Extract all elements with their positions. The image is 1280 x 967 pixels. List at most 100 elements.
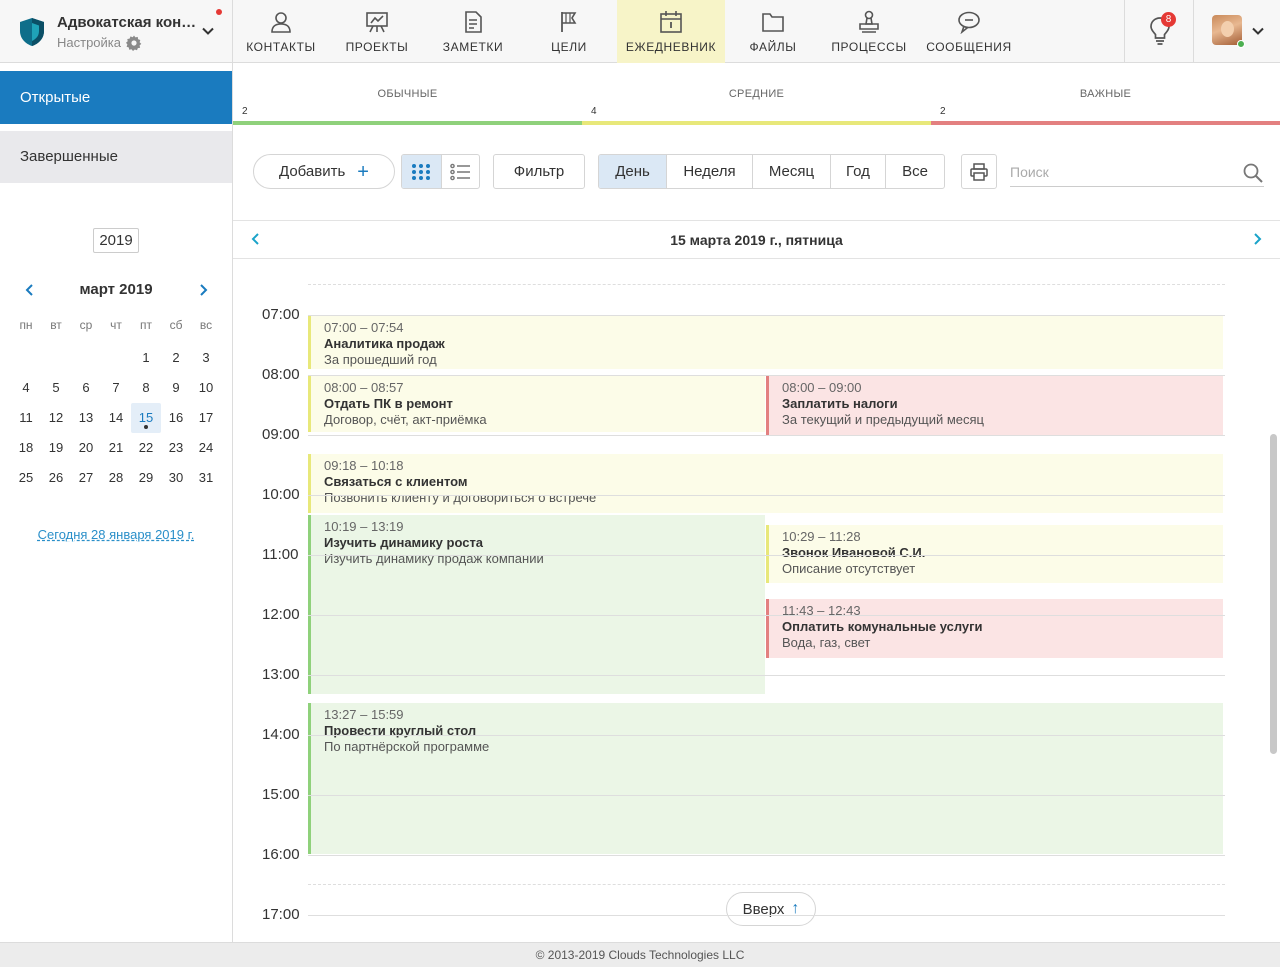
year-selector[interactable]: 2019 <box>93 228 139 253</box>
event-card[interactable]: 11:43 – 12:43 Оплатить комунальные услуги… <box>766 599 1223 658</box>
calendar-day[interactable]: 18 <box>18 440 34 455</box>
calendar-day[interactable]: 15 <box>131 403 161 433</box>
event-time: 09:18 – 10:18 <box>324 458 404 473</box>
period-year[interactable]: Год <box>830 155 885 188</box>
calendar-day[interactable]: 3 <box>202 350 210 365</box>
chevron-left-icon[interactable] <box>23 283 37 297</box>
hour-line <box>308 675 1225 676</box>
calendar-day[interactable]: 22 <box>138 440 154 455</box>
calendar-day[interactable]: 29 <box>138 470 154 485</box>
search-icon[interactable] <box>1243 163 1263 183</box>
scrollbar[interactable] <box>1270 434 1277 754</box>
hour-line <box>308 495 1225 496</box>
calendar-day[interactable]: 4 <box>22 380 30 395</box>
event-time: 07:00 – 07:54 <box>324 320 404 335</box>
scroll-up-button[interactable]: Вверх ↑ <box>726 892 816 926</box>
calendar-day[interactable]: 31 <box>198 470 214 485</box>
avatar[interactable] <box>1212 15 1242 45</box>
calendar-day[interactable]: 26 <box>48 470 64 485</box>
company-name: Адвокатская кон… <box>57 14 197 31</box>
chevron-right-icon[interactable] <box>196 283 210 297</box>
period-all[interactable]: Все <box>885 155 944 188</box>
calendar-day[interactable]: 6 <box>82 380 90 395</box>
calendar-day[interactable]: 16 <box>168 410 184 425</box>
calendar-day[interactable]: 12 <box>48 410 64 425</box>
event-card[interactable]: 10:19 – 13:19 Изучить динамику роста Изучи… <box>308 515 765 694</box>
calendar-day[interactable]: 23 <box>168 440 184 455</box>
tab-open[interactable]: Открытые <box>0 71 232 124</box>
calendar-day[interactable]: 7 <box>112 380 120 395</box>
search-input[interactable] <box>1010 157 1264 187</box>
add-button[interactable]: Добавить + <box>253 154 395 189</box>
event-time: 10:19 – 13:19 <box>324 519 404 534</box>
calendar-day[interactable]: 19 <box>48 440 64 455</box>
calendar-day[interactable]: 17 <box>198 410 214 425</box>
nav-processes[interactable]: ПРОЦЕССЫ <box>821 0 917 63</box>
nav-label: КОНТАКТЫ <box>246 40 316 54</box>
hour-label: 16:00 <box>262 846 300 863</box>
calendar-day[interactable]: 2 <box>172 350 180 365</box>
nav-files[interactable]: ФАЙЛЫ <box>725 0 821 63</box>
filter-button[interactable]: Фильтр <box>493 154 585 189</box>
event-card[interactable]: 07:00 – 07:54 Аналитика продаж За прошедши… <box>308 316 1223 369</box>
calendar-day[interactable]: 28 <box>108 470 124 485</box>
event-card[interactable]: 09:18 – 10:18 Связаться с клиентом Позвони… <box>308 454 1223 513</box>
event-card[interactable]: 08:00 – 09:00 Заплатить налоги За текущий … <box>766 376 1223 435</box>
calendar-day[interactable]: 20 <box>78 440 94 455</box>
chevron-down-icon[interactable] <box>1252 25 1264 37</box>
nav-messages[interactable]: СООБЩЕНИЯ <box>917 0 1021 63</box>
tab-completed[interactable]: Завершенные <box>0 131 232 183</box>
priority-name: ОБЫЧНЫЕ <box>377 88 438 100</box>
nav-contacts[interactable]: КОНТАКТЫ <box>233 0 329 63</box>
settings-link[interactable]: Настройка <box>57 35 121 50</box>
nav-projects[interactable]: ПРОЕКТЫ <box>329 0 425 63</box>
hour-line <box>308 375 1225 376</box>
nav-label: ПРОЕКТЫ <box>345 40 409 54</box>
period-week[interactable]: Неделя <box>666 155 752 188</box>
weekday-row: пн вт ср чт пт сб вс <box>11 313 221 343</box>
calendar-day[interactable]: 8 <box>142 380 150 395</box>
calendar-day[interactable]: 11 <box>19 410 33 425</box>
calendar-day[interactable]: 1 <box>142 350 150 365</box>
priority-medium[interactable]: СРЕДНИЕ 4 <box>582 63 931 125</box>
calendar-day[interactable]: 21 <box>108 440 124 455</box>
calendar-day[interactable]: 14 <box>108 410 124 425</box>
gear-icon[interactable] <box>126 35 142 51</box>
project-icon <box>366 12 388 33</box>
period-month[interactable]: Месяц <box>752 155 830 188</box>
event-title: Связаться с клиентом <box>324 474 468 489</box>
chevron-left-icon[interactable] <box>249 232 263 246</box>
notifications-button[interactable]: 8 <box>1124 0 1194 63</box>
nav-diary[interactable]: ЕЖЕДНЕВНИК <box>617 0 725 63</box>
nav-notes[interactable]: ЗАМЕТКИ <box>425 0 521 63</box>
company-switcher[interactable]: Адвокатская кон… Настройка <box>0 0 233 63</box>
calendar-day[interactable]: 9 <box>172 380 180 395</box>
calendar-day[interactable]: 25 <box>18 470 34 485</box>
calendar-empty <box>101 343 131 373</box>
priority-important[interactable]: ВАЖНЫЕ 2 <box>931 63 1280 125</box>
calendar-day[interactable]: 24 <box>198 440 214 455</box>
event-card[interactable]: 08:00 – 08:57 Отдать ПК в ремонт Договор, … <box>308 376 765 432</box>
hour-label: 08:00 <box>262 366 300 383</box>
user-menu[interactable] <box>1194 0 1280 63</box>
calendar-day[interactable]: 13 <box>78 410 94 425</box>
calendar-day[interactable]: 30 <box>168 470 184 485</box>
list-view-button[interactable] <box>440 155 480 188</box>
day-timeline[interactable]: 13:27 – 15:59 Провести круглый стол По пар… <box>233 259 1280 942</box>
priority-normal[interactable]: ОБЫЧНЫЕ 2 <box>233 63 582 125</box>
period-day[interactable]: День <box>599 155 666 188</box>
chevron-down-icon[interactable] <box>202 25 214 37</box>
calendar-day[interactable]: 5 <box>52 380 60 395</box>
calendar-day[interactable]: 27 <box>78 470 94 485</box>
event-card[interactable]: 13:27 – 15:59 Провести круглый стол По пар… <box>308 703 1223 854</box>
calendar-day[interactable]: 10 <box>198 380 214 395</box>
chevron-right-icon[interactable] <box>1250 232 1264 246</box>
event-description: По партнёрской программе <box>324 739 490 754</box>
nav-goals[interactable]: ЦЕЛИ <box>521 0 617 63</box>
hour-line <box>308 735 1225 736</box>
grid-view-button[interactable] <box>402 155 441 188</box>
event-card[interactable]: 10:29 – 11:28 Звонок Ивановой С.И. Описани… <box>766 525 1223 583</box>
grid-icon <box>412 163 431 180</box>
today-link[interactable]: Сегодня 28 января 2019 г. <box>37 527 195 542</box>
print-button[interactable] <box>961 154 997 189</box>
